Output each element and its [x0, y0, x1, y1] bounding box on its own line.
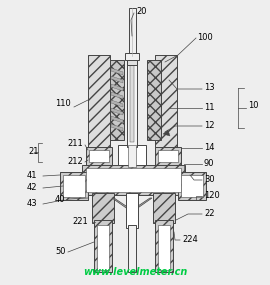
Bar — [125, 53, 139, 60]
Bar — [92, 193, 114, 223]
Bar — [128, 145, 136, 167]
Text: 221: 221 — [72, 217, 88, 227]
Text: 43: 43 — [27, 200, 38, 209]
Polygon shape — [111, 124, 123, 131]
Bar — [97, 225, 109, 270]
Bar — [94, 220, 112, 272]
Text: 41: 41 — [27, 172, 38, 180]
Bar — [127, 60, 137, 65]
Polygon shape — [111, 108, 123, 115]
Bar — [158, 150, 178, 162]
Text: 42: 42 — [27, 184, 38, 192]
Bar — [129, 8, 136, 56]
Text: www.levelmeter.cn: www.levelmeter.cn — [83, 267, 187, 277]
Polygon shape — [111, 84, 123, 91]
Bar — [60, 172, 88, 200]
Bar — [86, 168, 181, 192]
Bar — [110, 60, 124, 140]
Text: 100: 100 — [197, 32, 213, 42]
Text: 110: 110 — [55, 99, 71, 109]
Bar — [158, 225, 170, 270]
Bar — [86, 147, 112, 165]
Bar — [128, 225, 136, 272]
Text: 12: 12 — [204, 121, 214, 131]
Text: 10: 10 — [248, 101, 258, 111]
Bar — [126, 193, 138, 228]
Bar — [181, 175, 203, 197]
Text: 40: 40 — [55, 196, 66, 205]
Polygon shape — [111, 68, 123, 75]
Bar — [63, 175, 85, 197]
Text: 20: 20 — [136, 7, 147, 17]
Bar — [89, 150, 109, 162]
Bar — [155, 147, 181, 165]
Bar — [127, 55, 137, 147]
Text: 90: 90 — [204, 160, 214, 168]
Polygon shape — [111, 100, 123, 107]
Text: 211: 211 — [67, 139, 83, 148]
Text: 50: 50 — [55, 247, 66, 256]
Bar — [153, 193, 175, 223]
Polygon shape — [112, 198, 152, 212]
Polygon shape — [111, 116, 123, 123]
Bar — [178, 172, 206, 200]
Bar — [118, 145, 146, 165]
Bar — [155, 55, 177, 147]
Text: 14: 14 — [204, 144, 214, 152]
Text: 22: 22 — [204, 209, 214, 217]
Polygon shape — [163, 130, 170, 136]
Bar — [130, 60, 134, 142]
Text: 120: 120 — [204, 192, 220, 201]
Text: 30: 30 — [204, 176, 215, 184]
Text: 212: 212 — [67, 158, 83, 166]
Bar — [88, 55, 110, 147]
Text: 11: 11 — [204, 103, 214, 113]
Polygon shape — [111, 92, 123, 99]
Bar — [147, 60, 161, 140]
Text: 224: 224 — [182, 235, 198, 245]
Bar — [82, 165, 185, 195]
Bar — [155, 220, 173, 272]
Text: 13: 13 — [204, 84, 215, 93]
Text: 21: 21 — [28, 148, 39, 156]
Polygon shape — [111, 76, 123, 83]
